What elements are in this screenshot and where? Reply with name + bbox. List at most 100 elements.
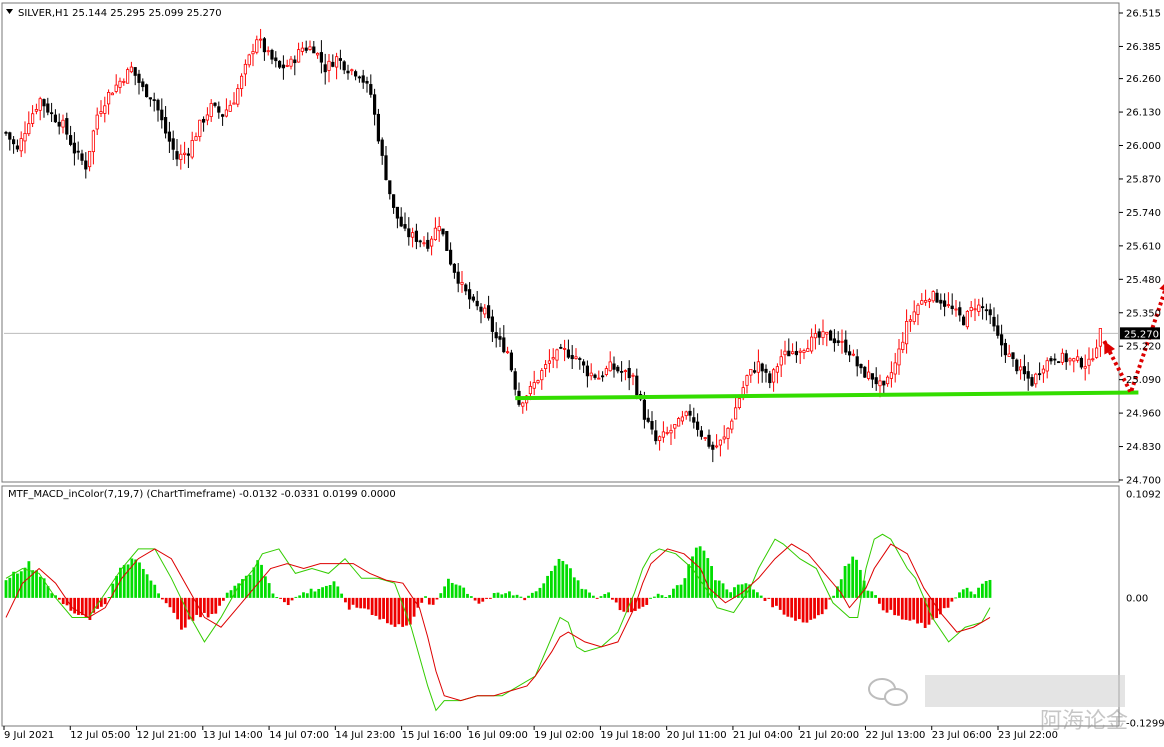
macd-hist-bar (687, 564, 691, 598)
candle-body (494, 332, 498, 339)
candle-body (308, 46, 312, 50)
candle-body (775, 366, 780, 373)
macd-hist-bar (786, 597, 790, 617)
candle-body (787, 350, 791, 357)
macd-hist-bar (195, 597, 199, 615)
y-tick-label: 25.350 (1126, 308, 1161, 319)
macd-hist-bar (691, 556, 694, 598)
x-tick-label: 20 Jul 11:00 (667, 730, 727, 741)
candle-body (399, 216, 403, 227)
macd-hist-bar (744, 583, 748, 598)
panel-menu-triangle-icon[interactable] (6, 9, 13, 14)
macd-hist-bar (309, 588, 313, 598)
macd-hist-bar (908, 597, 912, 621)
candle-body (198, 119, 202, 137)
candle-body (886, 376, 890, 385)
candle-body (950, 305, 954, 310)
candle-body (939, 299, 943, 304)
candle-body (791, 351, 795, 355)
macd-hist-bar (466, 593, 469, 598)
macd-hist-bar (263, 576, 267, 598)
candle-body (327, 60, 331, 71)
candle-body (677, 418, 681, 427)
candle-body (220, 114, 225, 117)
candle-body (433, 227, 438, 241)
macd-hist-bar (855, 559, 858, 598)
macd-hist-bar (145, 574, 149, 598)
candle-body (901, 341, 905, 350)
candle-body (118, 80, 122, 88)
macd-hist-bar (877, 597, 881, 604)
candle-body (992, 316, 996, 327)
candle-body (927, 299, 932, 302)
macd-hist-bar (172, 597, 176, 613)
candle-body (224, 109, 228, 117)
candle-body (1087, 358, 1091, 366)
candle-body (616, 366, 620, 372)
candle-body (703, 437, 707, 440)
macd-hist-bar (8, 577, 12, 598)
x-tick-label: 19 Jul 18:00 (600, 730, 660, 741)
macd-hist-bar (645, 597, 649, 605)
macd-hist-bar (149, 580, 153, 598)
macd-hist-bar (897, 597, 900, 616)
candle-body (996, 325, 1000, 336)
candle-body (53, 114, 58, 123)
candle-body (281, 64, 286, 69)
candle-body (737, 398, 742, 409)
candle-body (946, 304, 951, 307)
candle-body (965, 311, 970, 328)
candle-body (50, 112, 54, 115)
candle-body (369, 84, 373, 95)
macd-hist-bar (698, 546, 702, 598)
macd-hist-bar (923, 597, 927, 628)
macd-hist-bar (569, 568, 572, 598)
macd-series (4, 533, 992, 712)
macd-hist-bar (717, 580, 721, 598)
candle-body (1064, 353, 1068, 363)
macd-hist-bar (374, 597, 378, 616)
macd-hist-bar (332, 581, 336, 598)
macd-hist-bar (485, 597, 488, 599)
macd-hist-bar (183, 597, 187, 628)
candle-body (589, 372, 593, 377)
macd-hist-bar (839, 579, 843, 598)
macd-hist-bar (973, 594, 977, 598)
candle-body (243, 63, 247, 75)
candle-body (426, 239, 430, 249)
macd-hist-bar (931, 597, 935, 620)
y-tick-label: 24.830 (1126, 442, 1161, 453)
macd-hist-bar (454, 584, 458, 598)
candle-body (1049, 358, 1053, 362)
macd-hist-bar (679, 584, 683, 598)
axes: 26.515 26.385 26.260 26.130 26.000 25.870 25.7… (3, 9, 1164, 741)
candle-body (711, 444, 715, 450)
candle-body (547, 360, 552, 364)
macd-hist-bar (443, 586, 447, 598)
macd-hist-bar (801, 597, 805, 623)
candle-body (274, 57, 278, 62)
macd-hist-bar (813, 597, 816, 619)
projection-arrowhead (1104, 341, 1116, 355)
candle-body (160, 109, 164, 121)
candle-body (810, 336, 814, 352)
candle-body (61, 119, 65, 128)
macd-hist-bar (199, 597, 202, 618)
macd-panel-frame (1, 485, 1120, 727)
candle-body (380, 139, 384, 156)
candle-body (357, 76, 362, 79)
macd-hist-bar (649, 597, 652, 599)
macd-hist-bar (630, 597, 633, 613)
macd-hist-bar (912, 597, 916, 620)
candle-body (1003, 342, 1008, 356)
candle-body (669, 429, 673, 434)
candle-body (502, 337, 506, 353)
candle-body (745, 375, 749, 386)
macd-hist-bar (408, 597, 412, 625)
candle-body (251, 51, 255, 55)
candle-body (635, 375, 639, 396)
candle-body (620, 370, 624, 373)
macd-hist-bar (954, 597, 958, 599)
candle-body (601, 375, 605, 378)
candle-body (566, 349, 571, 358)
